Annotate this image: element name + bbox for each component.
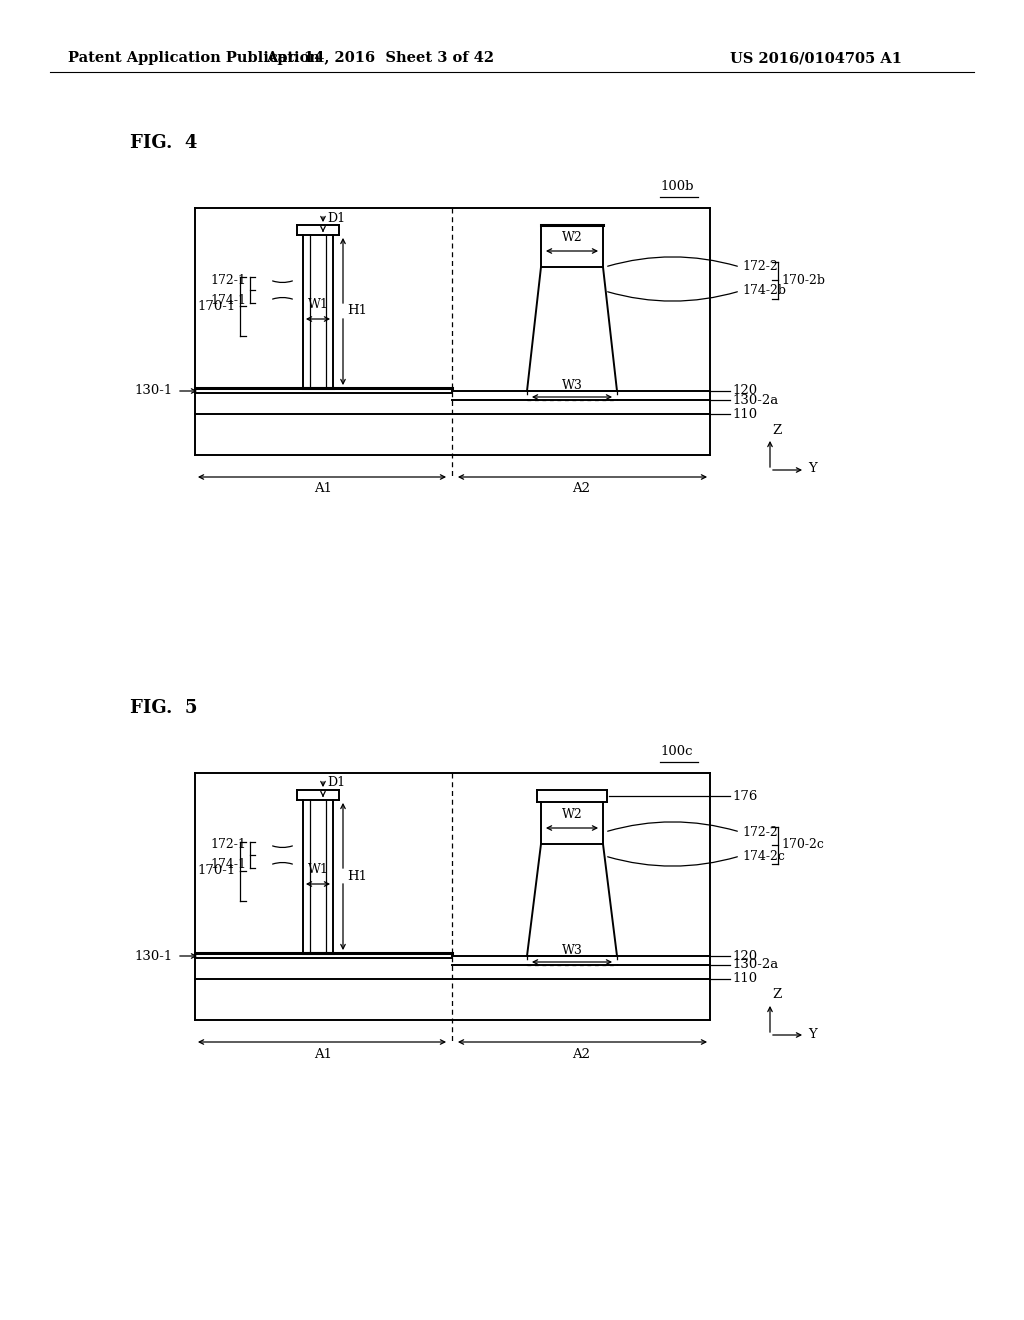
Text: FIG.  4: FIG. 4 bbox=[130, 135, 198, 152]
Text: 174-2b: 174-2b bbox=[742, 285, 786, 297]
Text: 170-2c: 170-2c bbox=[781, 838, 824, 851]
Text: W1: W1 bbox=[307, 298, 329, 312]
Text: Y: Y bbox=[808, 1027, 817, 1040]
Text: 100b: 100b bbox=[660, 180, 693, 193]
Text: 170-2b: 170-2b bbox=[781, 273, 825, 286]
Text: W3: W3 bbox=[561, 944, 583, 957]
Text: 170-1: 170-1 bbox=[198, 865, 236, 878]
Text: 130-2a: 130-2a bbox=[732, 393, 778, 407]
Text: A2: A2 bbox=[572, 1048, 590, 1060]
Text: 172-2: 172-2 bbox=[742, 260, 778, 273]
Text: H1: H1 bbox=[347, 305, 367, 318]
Text: A2: A2 bbox=[572, 483, 590, 495]
Text: Z: Z bbox=[772, 424, 781, 437]
Text: Y: Y bbox=[808, 462, 817, 475]
Text: A1: A1 bbox=[314, 1048, 333, 1060]
Text: 100c: 100c bbox=[660, 744, 692, 758]
Text: 174-1: 174-1 bbox=[210, 858, 246, 871]
Text: W1: W1 bbox=[307, 863, 329, 876]
Text: 176: 176 bbox=[732, 789, 758, 803]
Text: 172-1: 172-1 bbox=[210, 838, 246, 851]
Text: W2: W2 bbox=[561, 808, 583, 821]
Text: Apr. 14, 2016  Sheet 3 of 42: Apr. 14, 2016 Sheet 3 of 42 bbox=[266, 51, 494, 65]
Text: US 2016/0104705 A1: US 2016/0104705 A1 bbox=[730, 51, 902, 65]
Text: 130-1: 130-1 bbox=[135, 384, 173, 397]
Text: D1: D1 bbox=[327, 211, 345, 224]
Text: A1: A1 bbox=[314, 483, 333, 495]
Text: 110: 110 bbox=[732, 973, 757, 986]
Text: 172-1: 172-1 bbox=[210, 273, 246, 286]
Text: 172-2: 172-2 bbox=[742, 825, 778, 838]
Text: 130-2a: 130-2a bbox=[732, 958, 778, 972]
Text: 120: 120 bbox=[732, 384, 757, 397]
Text: 174-1: 174-1 bbox=[210, 293, 246, 306]
Text: Patent Application Publication: Patent Application Publication bbox=[68, 51, 319, 65]
Text: W2: W2 bbox=[561, 231, 583, 244]
Text: W3: W3 bbox=[561, 379, 583, 392]
Text: 110: 110 bbox=[732, 408, 757, 421]
Text: 120: 120 bbox=[732, 949, 757, 962]
Text: 170-1: 170-1 bbox=[198, 300, 236, 313]
Text: 174-2c: 174-2c bbox=[742, 850, 784, 862]
Text: H1: H1 bbox=[347, 870, 367, 883]
Text: D1: D1 bbox=[327, 776, 345, 789]
Text: 130-1: 130-1 bbox=[135, 949, 173, 962]
Text: FIG.  5: FIG. 5 bbox=[130, 700, 198, 717]
Text: Z: Z bbox=[772, 989, 781, 1002]
